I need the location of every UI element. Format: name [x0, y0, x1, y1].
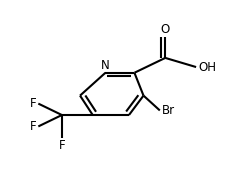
Text: F: F	[30, 97, 37, 110]
Text: Br: Br	[162, 104, 175, 117]
Text: F: F	[58, 139, 65, 152]
Text: N: N	[101, 59, 110, 72]
Text: O: O	[161, 23, 170, 36]
Text: F: F	[30, 120, 37, 133]
Text: OH: OH	[198, 61, 216, 74]
